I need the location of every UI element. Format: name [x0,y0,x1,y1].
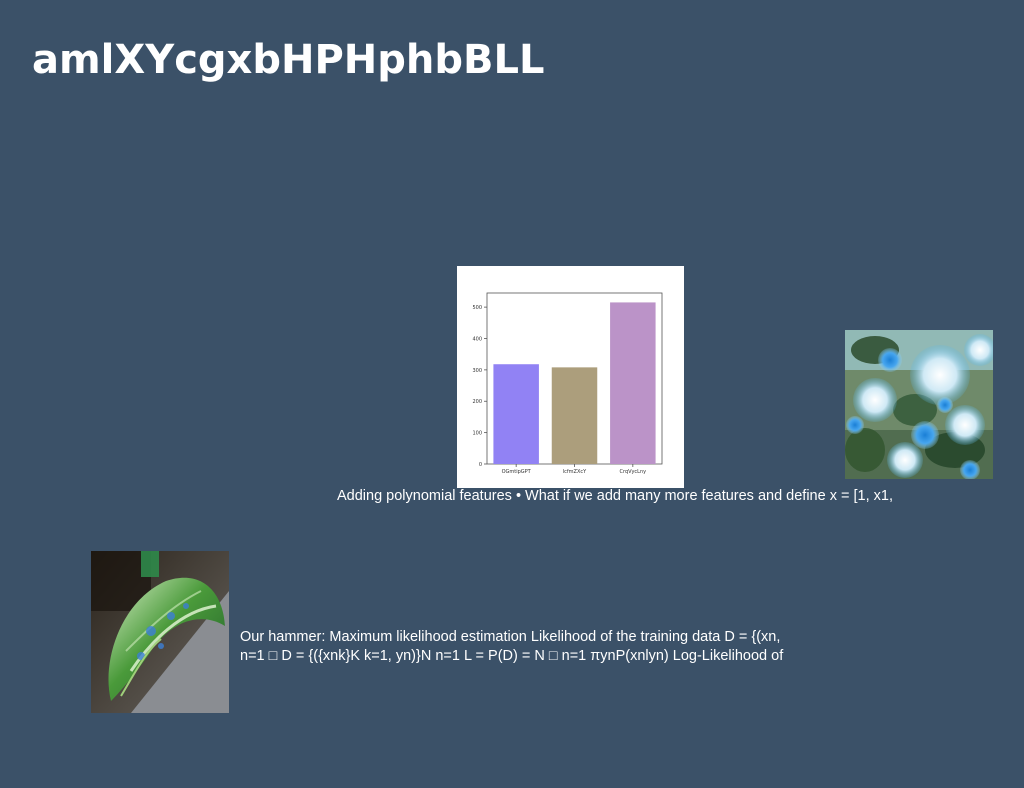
slide-title: amlXYcgxbHPHphbBLL [32,37,545,83]
y-tick-label: 200 [472,399,482,405]
x-tick-label: lcfmZXcY [563,469,587,475]
caption-maximum-likelihood: Our hammer: Maximum likelihood estimatio… [240,628,783,666]
y-tick-label: 500 [472,305,482,311]
caption-polynomial-features: Adding polynomial features • What if we … [337,488,893,504]
bar-chart-image: 0 100 200 300 400 500 OGmtipGPT lcfmZXcY CrqVycL… [457,266,684,488]
bar [551,367,598,464]
bar [493,364,539,464]
y-tick-label: 0 [479,462,482,468]
y-tick-label: 400 [472,336,482,342]
caption-line-1: Our hammer: Maximum likelihood estimatio… [240,629,781,645]
y-tick-label: 100 [472,431,482,437]
bar [610,302,656,464]
x-tick-label: CrqVycLny [620,469,647,475]
flower-photo [845,330,993,479]
x-tick-label: OGmtipGPT [502,469,532,475]
y-tick-label: 300 [472,368,482,374]
bar-chart: 0 100 200 300 400 500 OGmtipGPT lcfmZXcY CrqVycL… [472,292,663,475]
leaf-photo [91,551,229,713]
caption-line-2: n=1 □ D = {({xnk}K k=1, yn)}N n=1 L = P(… [240,648,784,664]
